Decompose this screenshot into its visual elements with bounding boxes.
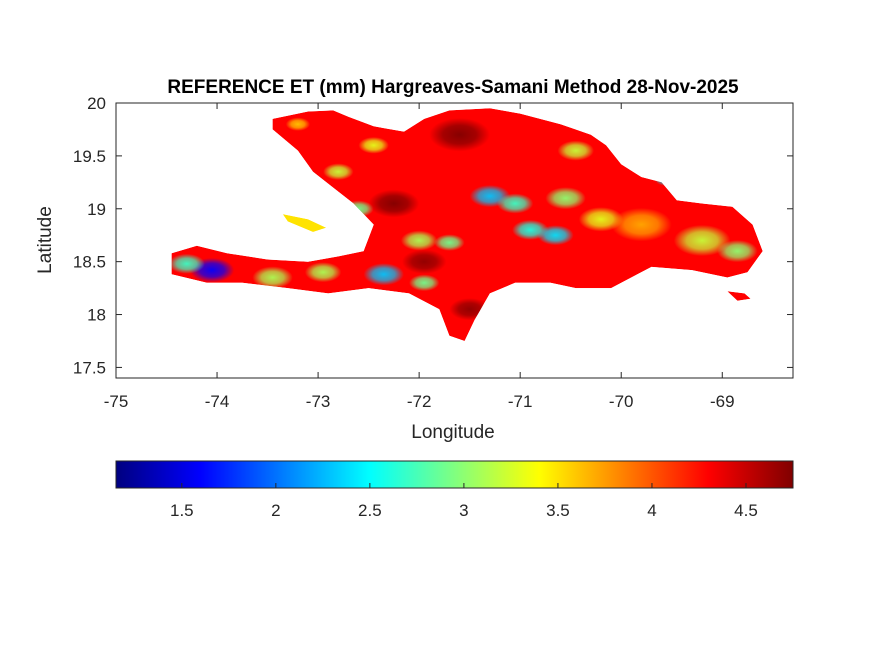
colorbar-tick-label: 3 [459,501,468,520]
et-patch [358,137,389,154]
x-tick-label: -75 [104,392,129,411]
region-main-island [171,108,763,341]
et-patch [496,193,534,214]
et-patch [654,172,679,186]
x-axis-label: Longitude [411,422,494,443]
colorbar-tick-label: 3.5 [546,501,570,520]
et-patch [323,163,354,180]
et-patch [673,224,731,257]
region-saona-island [727,291,751,301]
colorbar-tick-label: 4 [647,501,656,520]
et-patch [611,207,672,242]
x-tick-label: -74 [205,392,230,411]
et-patch [557,140,594,161]
et-patch [409,274,440,292]
y-tick-label: 18 [87,306,106,325]
region-fill [282,214,327,232]
y-tick-label: 18.5 [73,253,106,272]
colorbar-tick-label: 2 [271,501,280,520]
et-patch [402,249,447,274]
x-tick-label: -70 [609,392,634,411]
y-tick-label: 20 [87,94,106,113]
chart-title: REFERENCE ET (mm) Hargreaves-Samani Meth… [167,77,739,98]
et-patch [368,189,420,218]
y-tick-label: 17.5 [73,358,106,377]
et-patch [429,118,490,152]
et-patch [285,117,310,131]
et-map-raster [171,108,763,341]
plot-frame [115,102,794,379]
et-patch [434,234,465,251]
colorbar-tick-label: 1.5 [170,501,194,520]
et-patch [717,240,758,263]
x-tick-label: -69 [710,392,735,411]
region-fill [171,108,763,341]
x-tick-label: -72 [407,392,432,411]
x-axis: -75 -74 -73 -72 -71 -70 -69 [104,103,735,411]
colorbar-gradient [115,460,794,489]
et-patch [252,266,293,289]
region-fill [727,291,751,301]
y-tick-label: 19 [87,200,106,219]
region-gonave-island [282,214,327,232]
x-tick-label: -71 [508,392,533,411]
x-tick-label: -73 [306,392,331,411]
et-patch [400,230,438,251]
et-patch [537,225,574,246]
colorbar-tick-label: 4.5 [734,501,758,520]
et-patch [545,187,586,210]
y-axis: 17.5 18 18.5 19 19.5 20 [73,94,793,377]
colorbar-tick-label: 2.5 [358,501,382,520]
colorbar: 1.5 2 2.5 3 3.5 4 4.5 [115,460,794,520]
y-axis-label: Latitude [35,206,56,274]
et-patch [449,298,490,321]
colorbar-ticks: 1.5 2 2.5 3 3.5 4 4.5 [170,483,758,520]
et-patch [304,262,342,283]
et-patch [171,253,205,274]
y-tick-label: 19.5 [73,147,106,166]
et-patch [363,263,404,286]
